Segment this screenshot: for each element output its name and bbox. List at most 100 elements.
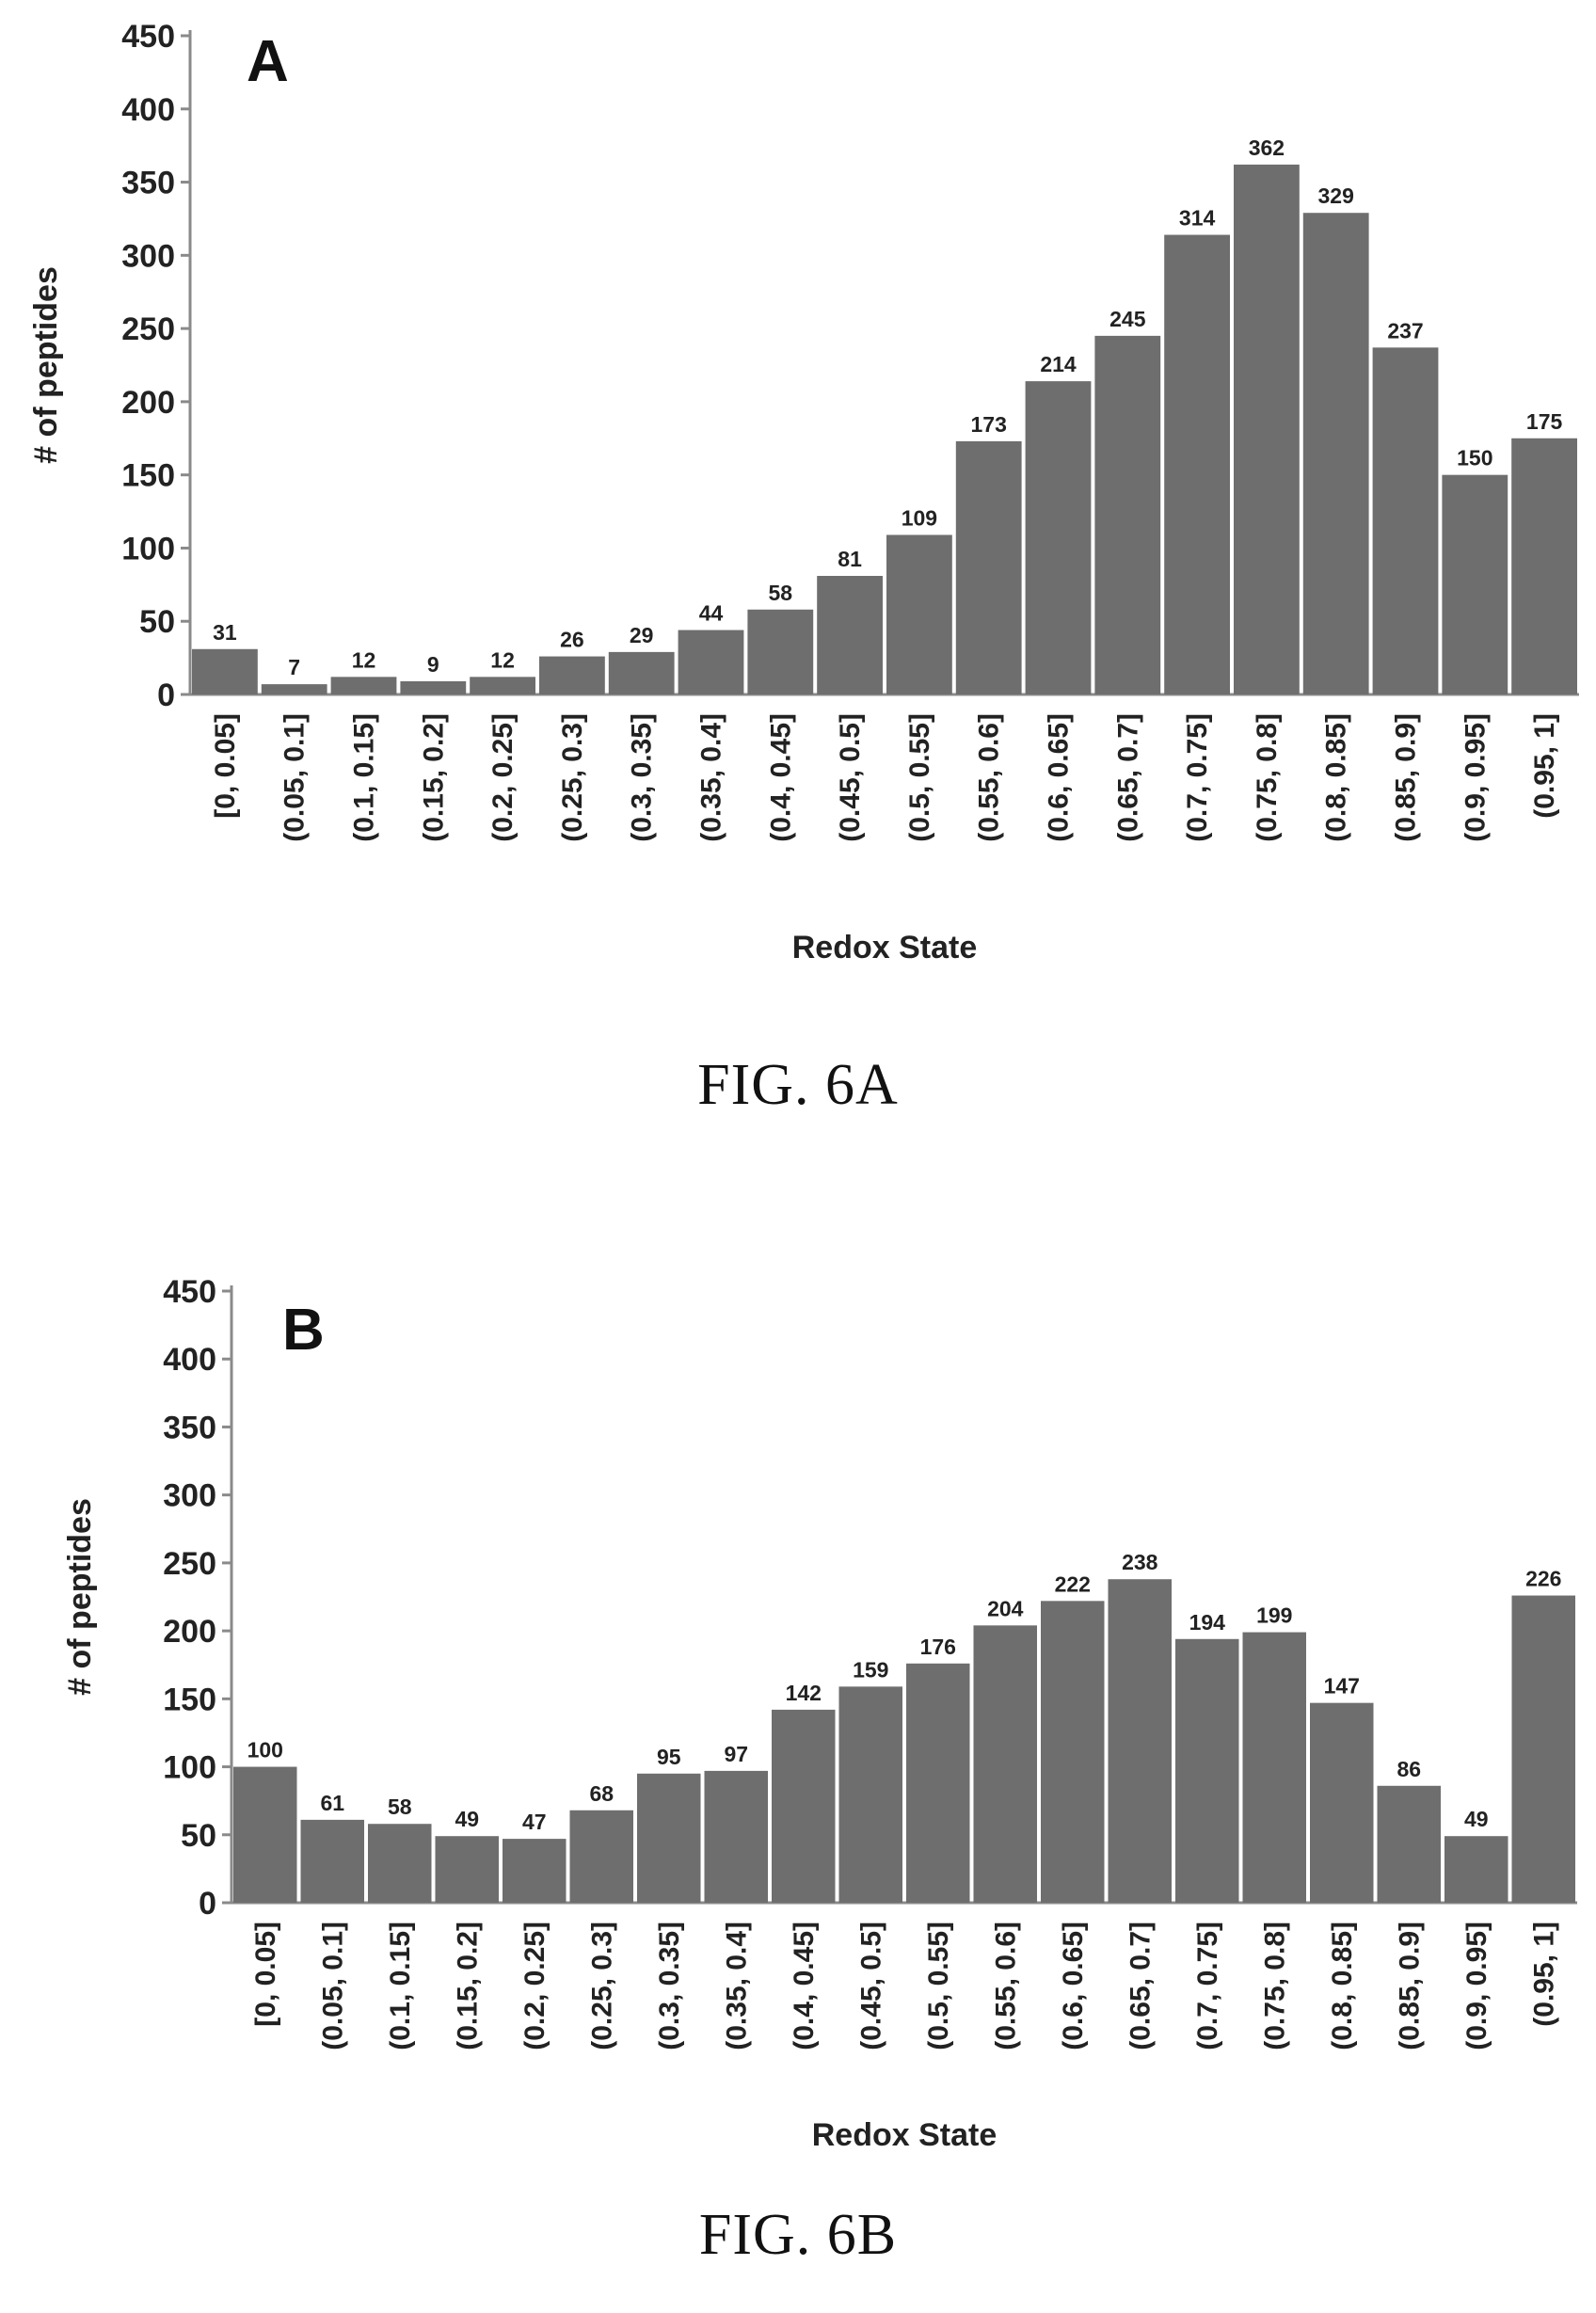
x-tick-label: (0.3, 0.35] [654,1922,685,2050]
bar-value-label: 199 [1256,1603,1292,1628]
bar-value-label: 142 [786,1681,822,1705]
y-tick-label: 400 [163,1342,216,1378]
panel-label: A [247,29,289,94]
bar [608,651,675,694]
x-tick-label: (0.2, 0.25] [487,713,519,842]
bar-value-label: 237 [1387,318,1423,343]
bar-value-label: 9 [427,652,439,677]
x-tick-label: (0.1, 0.15] [349,713,380,842]
bar [1108,1579,1172,1903]
bar-value-label: 95 [657,1745,681,1769]
panel-label: B [282,1298,325,1363]
figure-caption: FIG. 6B [698,2203,898,2267]
bar-value-label: 7 [288,655,300,679]
bar-value-label: 226 [1525,1567,1561,1591]
x-tick-label: (0.45, 0.5] [855,1922,886,2050]
x-tick-label: (0.35, 0.4] [721,1922,752,2050]
y-tick-label: 450 [163,1274,216,1310]
x-tick-label: (0.5, 0.55] [904,713,935,842]
y-tick-label: 100 [121,531,175,566]
bar-value-label: 61 [320,1791,344,1815]
bar [1372,347,1439,694]
bar [1302,213,1369,694]
bar [704,1770,768,1903]
y-tick-label: 300 [163,1478,216,1514]
bar [503,1839,567,1903]
bar-value-label: 44 [699,601,724,626]
bar [400,681,467,694]
bar [300,1819,364,1903]
bar [1094,335,1161,694]
y-tick-label: 450 [121,19,175,55]
x-tick-label: (0.95, 1] [1529,713,1560,819]
bar [817,576,883,694]
bar [1511,1595,1575,1903]
y-tick-label: 250 [163,1546,216,1582]
bar-value-label: 150 [1457,446,1492,471]
bar [747,609,814,694]
bar [772,1709,836,1903]
x-tick-label: (0.4, 0.45] [789,1922,820,2050]
bar-value-label: 68 [589,1781,614,1806]
bar [886,534,952,694]
bar-value-label: 31 [213,620,237,645]
bar [1442,474,1508,694]
bar [368,1824,432,1903]
x-tick-label: (0.55, 0.6] [990,1922,1021,2050]
x-tick-label: (0.95, 1] [1528,1922,1559,2027]
bar [1025,381,1092,694]
x-axis-title: Redox State [792,930,978,965]
bar [1377,1785,1441,1903]
bar [1444,1836,1508,1903]
bar-value-label: 204 [987,1596,1024,1620]
x-tick-label: [0, 0.05] [210,713,241,819]
x-tick-label: (0.65, 0.7] [1112,713,1143,842]
bar-value-label: 245 [1109,307,1146,331]
bar [330,677,397,694]
bar-value-label: 329 [1318,183,1354,208]
bar-value-label: 314 [1179,206,1216,231]
bar-value-label: 49 [1464,1807,1489,1831]
bar-value-label: 147 [1324,1674,1360,1699]
bar-value-label: 238 [1122,1550,1158,1574]
bar-value-label: 176 [920,1635,956,1659]
x-tick-label: (0.15, 0.2] [452,1922,483,2050]
y-tick-label: 250 [121,311,175,347]
bar [192,648,258,694]
x-tick-label: (0.25, 0.3] [586,1922,617,2050]
chart-6a: 0 50 100 150 200 250 300 350 400 450 31 [0, 0.05] 7 (… [28,19,1579,965]
bar [637,1773,701,1903]
x-tick-label: (0.9, 0.95] [1461,1922,1492,2050]
bar [1164,234,1230,695]
x-axis-title: Redox State [812,2117,998,2153]
x-tick-label: (0.6, 0.65] [1044,713,1075,842]
bar-value-label: 109 [902,505,937,530]
bar [233,1766,297,1903]
x-tick-label: (0.3, 0.35] [627,713,658,842]
bar-value-label: 12 [352,647,376,672]
y-tick-label: 150 [121,458,175,494]
x-tick-label: (0.25, 0.3] [557,713,588,842]
bar-value-label: 222 [1055,1571,1091,1596]
x-tick-label: (0.35, 0.4] [696,713,727,842]
x-tick-label: (0.7, 0.75] [1192,1922,1223,2050]
bar-value-label: 86 [1396,1757,1421,1781]
x-tick-label: (0.05, 0.1] [279,713,311,842]
x-tick-label: (0.8, 0.85] [1327,1922,1358,2050]
bar [435,1836,499,1903]
bar-value-label: 58 [388,1795,412,1819]
bar [1511,438,1577,694]
x-tick-label: (0.8, 0.85] [1321,713,1352,842]
y-tick-label: 350 [163,1410,216,1445]
bar-value-label: 173 [971,412,1007,437]
y-tick-label: 100 [163,1750,216,1786]
bar-value-label: 49 [455,1807,479,1831]
chart-6b: 0 50 100 150 200 250 300 350 400 450 100 [0, 0.05] 6… [62,1274,1577,2153]
y-tick-label: 0 [157,678,175,713]
x-tick-label: (0.5, 0.55] [923,1922,954,2050]
bar [838,1686,902,1903]
y-tick-label: 300 [121,238,175,274]
bar [1234,164,1300,694]
bar-value-label: 81 [838,547,862,571]
x-tick-label: (0.65, 0.7] [1125,1922,1156,2050]
